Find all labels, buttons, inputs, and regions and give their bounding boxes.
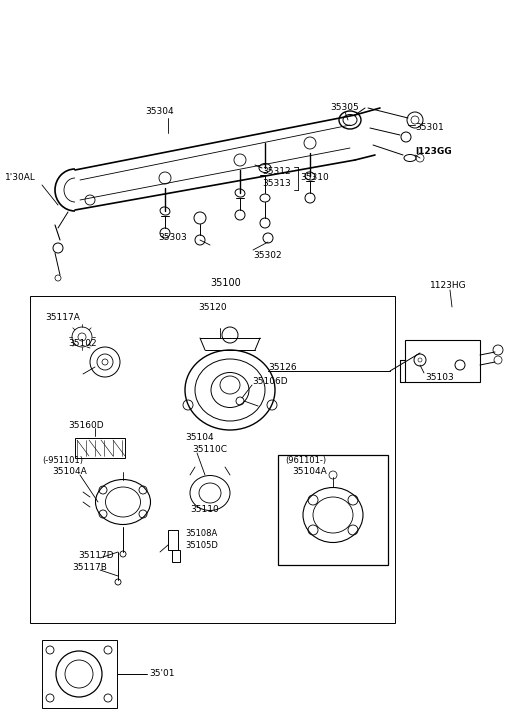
Text: 35'01: 35'01 <box>149 670 175 678</box>
Text: 35110: 35110 <box>190 505 219 515</box>
Text: 35302: 35302 <box>253 251 281 260</box>
Text: 35301: 35301 <box>415 124 444 132</box>
Text: 35313: 35313 <box>262 179 291 188</box>
Text: 35117B: 35117B <box>72 563 107 572</box>
Bar <box>278 455 388 565</box>
Text: (961101-): (961101-) <box>285 456 326 465</box>
Text: l123GG: l123GG <box>415 148 452 156</box>
Text: 35100: 35100 <box>210 278 241 288</box>
Bar <box>42 640 117 708</box>
Text: 35312: 35312 <box>262 167 290 177</box>
Text: 35106D: 35106D <box>252 377 288 387</box>
Text: 1'30AL: 1'30AL <box>5 174 36 182</box>
Text: 35104: 35104 <box>185 433 213 441</box>
Text: 35304: 35304 <box>145 108 174 116</box>
Text: 35108A: 35108A <box>185 529 217 537</box>
Text: 35104A: 35104A <box>52 467 87 476</box>
Bar <box>168 530 178 550</box>
Bar <box>30 296 395 623</box>
Text: (-951101): (-951101) <box>42 456 83 465</box>
Text: 35126: 35126 <box>268 364 297 372</box>
Text: 35303: 35303 <box>158 233 187 243</box>
Text: 35105D: 35105D <box>185 542 218 550</box>
Text: 35120: 35120 <box>198 303 227 313</box>
Text: 35102: 35102 <box>68 339 97 348</box>
Text: 35117D: 35117D <box>78 552 114 561</box>
Text: 35104A: 35104A <box>292 467 327 476</box>
Text: 35103: 35103 <box>425 374 454 382</box>
Bar <box>405 340 480 382</box>
Text: 35110C: 35110C <box>192 444 227 454</box>
Bar <box>75 438 125 458</box>
Text: 35117A: 35117A <box>45 313 80 323</box>
Text: 35305: 35305 <box>330 103 359 113</box>
Bar <box>172 550 180 562</box>
Text: 35310: 35310 <box>300 174 329 182</box>
Text: 35160D: 35160D <box>68 420 104 430</box>
Text: 1123HG: 1123HG <box>430 281 467 289</box>
